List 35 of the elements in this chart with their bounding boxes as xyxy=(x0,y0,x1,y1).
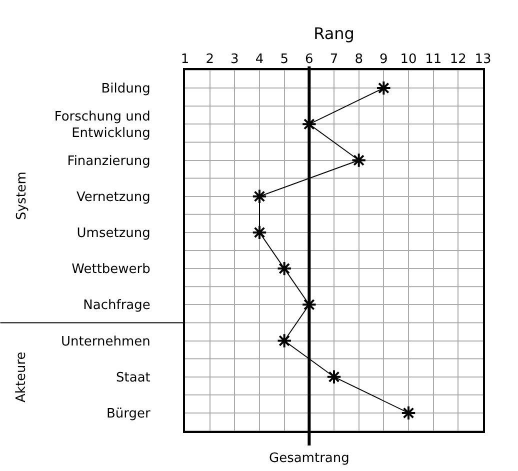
x-axis-title: Rang xyxy=(314,24,354,44)
text: Akteure xyxy=(14,352,29,403)
x-tick-label: 8 xyxy=(354,52,363,67)
y-tick-label: Bürger xyxy=(106,406,152,422)
x-tick-label: 5 xyxy=(280,52,288,67)
y-tick-label: Unternehmen xyxy=(61,334,150,350)
x-tick-label: 6 xyxy=(305,52,314,67)
x-tick-label: 11 xyxy=(425,52,442,67)
y-tick-label: Bildung xyxy=(101,82,150,97)
y-tick-label: Wettbewerb xyxy=(72,262,150,278)
point xyxy=(252,188,268,204)
y-tick-label: Forschung und Entwicklung xyxy=(54,109,150,142)
x-tick-label: 4 xyxy=(255,52,264,67)
x-tick-label: 1 xyxy=(180,52,190,67)
point xyxy=(326,369,342,384)
point xyxy=(276,333,292,348)
x-tick-label: 13 xyxy=(474,52,492,67)
x-tick-label: 7 xyxy=(330,52,338,67)
x-tick-label: 3 xyxy=(230,52,239,67)
point xyxy=(252,224,268,240)
x-tick-label: 10 xyxy=(400,52,417,67)
y-tick-label: Vernetzung xyxy=(76,190,150,205)
text: System xyxy=(14,172,30,220)
point xyxy=(400,405,416,421)
x-tick-label: 9 xyxy=(380,52,388,67)
y-tick-label: Umsetzung xyxy=(76,226,150,241)
point xyxy=(351,152,366,168)
point xyxy=(276,260,292,276)
y-tick-label: Nachfrage xyxy=(83,298,150,314)
x-tick-label: 2 xyxy=(206,52,214,67)
y-tick-label: Finanzierung xyxy=(67,154,150,169)
point xyxy=(376,80,392,96)
x-tick-label: 12 xyxy=(450,52,466,67)
y-tick-label: Staat xyxy=(116,370,150,386)
ref-line-label: Gesamtrang xyxy=(269,451,350,466)
